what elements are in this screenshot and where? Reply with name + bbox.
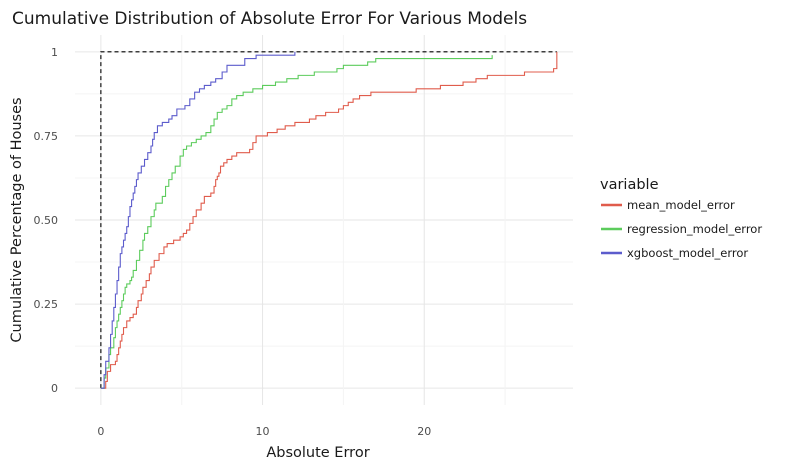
legend-label: xgboost_model_error	[627, 246, 748, 260]
legend-items: mean_model_error regression_model_errorxg…	[601, 198, 762, 260]
series-layer	[100, 51, 558, 389]
series-line-xgboost_model_error	[100, 51, 296, 389]
chart-title: Cumulative Distribution of Absolute Erro…	[12, 9, 527, 29]
x-tick-label: 20	[417, 425, 431, 438]
y-tick-label: 0	[51, 382, 58, 395]
legend-title: variable	[600, 177, 659, 193]
tick-labels: 0 10 20 0 0.25 0.50 0.75 1	[34, 46, 432, 438]
reference-line	[100, 51, 557, 389]
legend-label: regression_model_error	[627, 222, 762, 236]
x-tick-label: 0	[97, 425, 104, 438]
y-tick-label: 0.25	[34, 298, 59, 311]
gridlines	[75, 35, 573, 405]
series-line-mean_model_error	[100, 51, 558, 389]
series-line-regression_model_error	[100, 55, 493, 389]
y-axis-title: Cumulative Percentage of Houses	[9, 97, 25, 342]
legend: variable mean_model_error regression_mode…	[600, 177, 762, 260]
y-tick-label: 0.50	[34, 214, 59, 227]
x-axis-title: Absolute Error	[266, 445, 369, 461]
legend-label: mean_model_error	[627, 198, 735, 212]
x-tick-label: 10	[256, 425, 270, 438]
reference-line-layer	[100, 51, 557, 389]
y-tick-label: 0.75	[34, 130, 59, 143]
y-tick-label: 1	[51, 46, 58, 59]
